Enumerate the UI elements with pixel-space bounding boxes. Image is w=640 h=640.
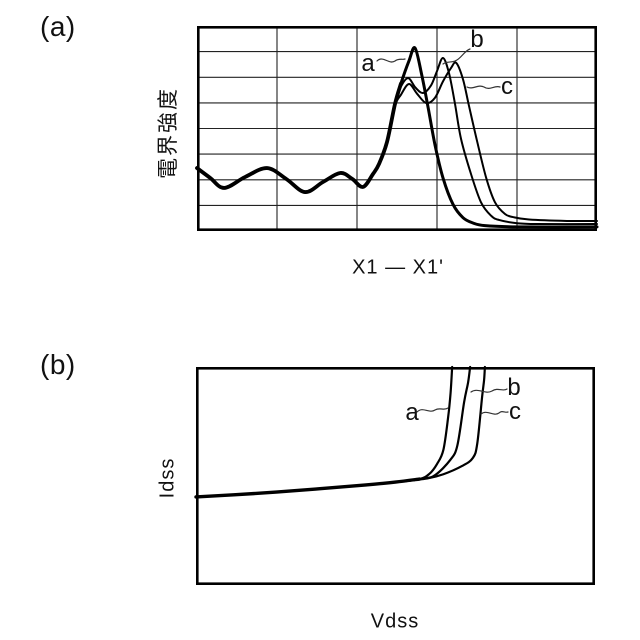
panel-b-curve-label-a: a [405, 399, 419, 426]
curve-b [196, 56, 598, 226]
panel-b-tag: (b) [40, 349, 76, 380]
panel-b-curve-label-b: b [507, 374, 521, 401]
curve-a [194, 365, 454, 499]
leader-c [466, 85, 501, 90]
panel-a-tag: (a) [40, 11, 76, 42]
panel-a-leader-lines [376, 48, 501, 90]
leader-c [480, 411, 509, 415]
panel-a-grid [197, 26, 597, 231]
curve-c [194, 365, 486, 499]
curve-a [195, 46, 599, 229]
panel-a-border [196, 25, 597, 231]
panel-a-curves [195, 46, 599, 229]
panel-a-y-axis-label: 電界強度 [157, 87, 180, 179]
panel-b-x-axis-label: Vdss [370, 610, 420, 633]
panel-b-y-axis-label: Idss [156, 457, 179, 499]
leader-a [376, 58, 406, 63]
panel-a-curve-label-c: c [501, 73, 513, 100]
leader-b [442, 48, 471, 65]
leader-b [470, 388, 508, 393]
panel-a-x-axis-label: X1 — X1' [352, 256, 444, 279]
curve-c [196, 61, 598, 223]
panel-a-curve-label-a: a [361, 50, 375, 77]
panel-b-curve-label-c: c [509, 398, 521, 425]
curve-b [194, 365, 472, 499]
panel-a-curve-label-b: b [470, 26, 484, 53]
panel-b-leader-lines [416, 388, 509, 415]
panel-b-border [195, 366, 595, 585]
leader-a [416, 407, 449, 413]
panel-a-chart [195, 25, 599, 231]
panel-b-curves [194, 365, 486, 499]
panel-b-chart [194, 365, 595, 585]
